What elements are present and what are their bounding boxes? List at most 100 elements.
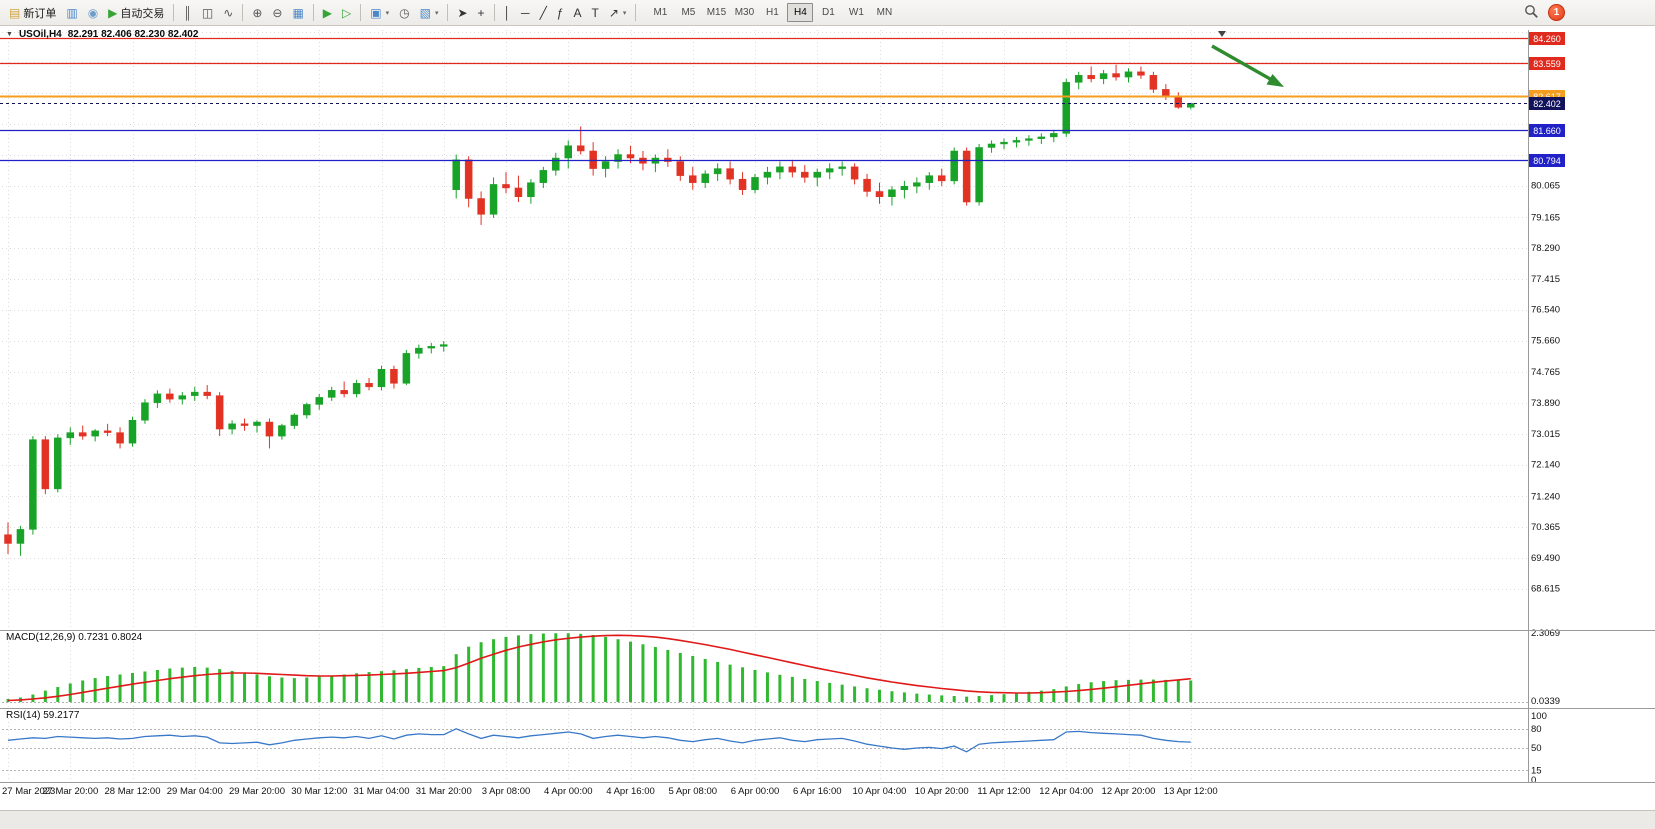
text-button[interactable]: A (569, 2, 585, 23)
market-watch-icon: ▥ (66, 5, 78, 20)
svg-text:31 Mar 04:00: 31 Mar 04:00 (354, 786, 410, 797)
vertical-line-icon: │ (503, 5, 512, 20)
chart-window: 84.26083.55982.61782.40281.66080.79480.0… (0, 26, 1655, 810)
svg-text:100: 100 (1531, 711, 1547, 722)
toolbar-separator (635, 4, 637, 21)
notification-badge[interactable]: 1 (1548, 4, 1565, 21)
svg-text:79.165: 79.165 (1531, 212, 1560, 223)
timeframe-h4-button[interactable]: H4 (787, 3, 814, 22)
svg-text:27 Mar 20:00: 27 Mar 20:00 (42, 786, 98, 797)
auto-trading-button[interactable]: ▶ 自动交易 (104, 2, 168, 23)
caret-down-icon: ▾ (622, 9, 627, 17)
vertical-line-button[interactable]: │ (500, 2, 516, 23)
svg-text:70.365: 70.365 (1531, 522, 1560, 533)
label-button[interactable]: T (588, 2, 603, 23)
auto-trading-icon: ▶ (108, 5, 118, 20)
price-badge (1529, 32, 1565, 45)
timeframe-m1-button[interactable]: M1 (647, 3, 673, 22)
data-window-button[interactable]: ◉ (84, 2, 102, 23)
timeframe-m5-button[interactable]: M5 (675, 3, 701, 22)
zoom-out-icon: ⊖ (272, 5, 283, 20)
toolbar-separator (360, 4, 362, 21)
indicator-level-lines (2, 702, 1528, 771)
toolbar-separator (312, 4, 314, 21)
market-watch-button[interactable]: ▥ (62, 2, 81, 23)
svg-text:4 Apr 00:00: 4 Apr 00:00 (544, 786, 593, 797)
tile-windows-button[interactable]: ▦ (288, 2, 307, 23)
bar-chart-button[interactable]: ║ (179, 2, 196, 23)
svg-text:30 Mar 12:00: 30 Mar 12:00 (291, 786, 347, 797)
timeframe-mn-button[interactable]: MN (871, 3, 897, 22)
svg-text:50: 50 (1531, 743, 1542, 754)
price-badge-value: 83.559 (1533, 59, 1561, 69)
caret-down-icon: ▾ (385, 9, 390, 17)
arrows-button[interactable]: ↗ ▾ (605, 2, 631, 23)
new-order-icon: ▤ (9, 5, 21, 20)
toolbar-right-section: 1 (1524, 4, 1565, 22)
crosshair-icon: + (477, 5, 485, 20)
crosshair-button[interactable]: + (474, 2, 489, 23)
caret-down-icon: ▾ (434, 9, 439, 17)
new-chart-button[interactable]: ▣ ▾ (366, 2, 393, 23)
new-order-button[interactable]: ▤ 新订单 (5, 2, 60, 23)
label-icon: T (591, 5, 599, 20)
svg-text:29 Mar 04:00: 29 Mar 04:00 (167, 786, 223, 797)
auto-trading-button-label: 自动交易 (120, 7, 165, 20)
chart-menu-icon[interactable]: ▼ (6, 31, 13, 38)
auto-scroll-button[interactable]: ▶ (319, 2, 336, 23)
trendline-button[interactable]: ╱ (536, 2, 551, 23)
timeframe-m30-button[interactable]: M30 (731, 3, 757, 22)
line-chart-icon: ∿ (223, 5, 234, 20)
bar-chart-icon: ║ (183, 5, 192, 20)
indicators-icon: ▧ (419, 5, 431, 20)
arrows-icon: ↗ (608, 5, 619, 20)
chart-canvas[interactable]: 84.26083.55982.61782.40281.66080.79480.0… (0, 26, 1655, 810)
period-clock-icon: ◷ (399, 5, 410, 20)
zoom-in-button[interactable]: ⊕ (248, 2, 266, 23)
timeframe-switcher: M1 M5 M15 M30 H1 H4 D1 W1 MN (646, 3, 898, 22)
svg-text:2.3069: 2.3069 (1531, 628, 1560, 639)
svg-text:3 Apr 08:00: 3 Apr 08:00 (482, 786, 531, 797)
price-badge (1529, 154, 1565, 167)
timeframe-d1-button[interactable]: D1 (815, 3, 841, 22)
new-order-button-label: 新订单 (23, 7, 57, 20)
trendline-icon: ╱ (539, 5, 547, 20)
svg-text:4 Apr 16:00: 4 Apr 16:00 (606, 786, 655, 797)
price-badge-value: 84.260 (1533, 34, 1561, 44)
fibonacci-icon: ƒ (556, 5, 564, 20)
svg-text:71.240: 71.240 (1531, 491, 1560, 502)
toolbar-separator (173, 4, 175, 21)
cursor-icon: ➤ (457, 5, 468, 20)
trend-arrow-annotation[interactable] (1211, 44, 1284, 87)
chart-shift-button[interactable]: ▷ (338, 2, 355, 23)
cursor-button[interactable]: ➤ (453, 2, 471, 23)
toolbar-button-groups: ▤ 新订单 ▥ ◉ ▶ 自动交易 ║ ◫ ∿ ⊕ ⊖ ▦ ▶ ▷ ▣ ▾ ◷ ▧ ▾ ➤ + │ ─ ╱ ƒ A T ↗ ▾ (4, 2, 640, 23)
horizontal-line-button[interactable]: ─ (517, 2, 534, 23)
grid-layer (2, 30, 1528, 782)
window-footer (0, 810, 1655, 829)
fibonacci-button[interactable]: ƒ (553, 2, 568, 23)
chart-shift-icon: ▷ (342, 5, 352, 20)
svg-text:80: 80 (1531, 724, 1542, 735)
price-badge-value: 81.660 (1533, 126, 1561, 136)
indicators-button[interactable]: ▧ ▾ (416, 2, 443, 23)
period-clock-button[interactable]: ◷ (395, 2, 413, 23)
svg-text:0: 0 (1531, 775, 1536, 786)
svg-text:73.015: 73.015 (1531, 429, 1560, 440)
rsi-indicator-label: RSI(14) 59.2177 (6, 710, 80, 721)
price-badge (1529, 57, 1565, 70)
line-chart-button[interactable]: ∿ (219, 2, 237, 23)
svg-text:78.290: 78.290 (1531, 243, 1560, 254)
chart-shift-marker[interactable] (1218, 31, 1226, 37)
svg-text:80.065: 80.065 (1531, 181, 1560, 192)
zoom-out-button[interactable]: ⊖ (268, 2, 286, 23)
macd-layer: 2.3069 0.0339 (6, 628, 1560, 707)
timeframe-m15-button[interactable]: M15 (703, 3, 729, 22)
timeframe-h1-button[interactable]: H1 (759, 3, 785, 22)
toolbar-separator (242, 4, 244, 21)
search-button[interactable] (1524, 4, 1539, 22)
timeframe-w1-button[interactable]: W1 (843, 3, 869, 22)
chart-symbol-period: USOil,H4 (18, 29, 62, 40)
svg-text:31 Mar 20:00: 31 Mar 20:00 (416, 786, 472, 797)
candlestick-chart-button[interactable]: ◫ (198, 2, 217, 23)
